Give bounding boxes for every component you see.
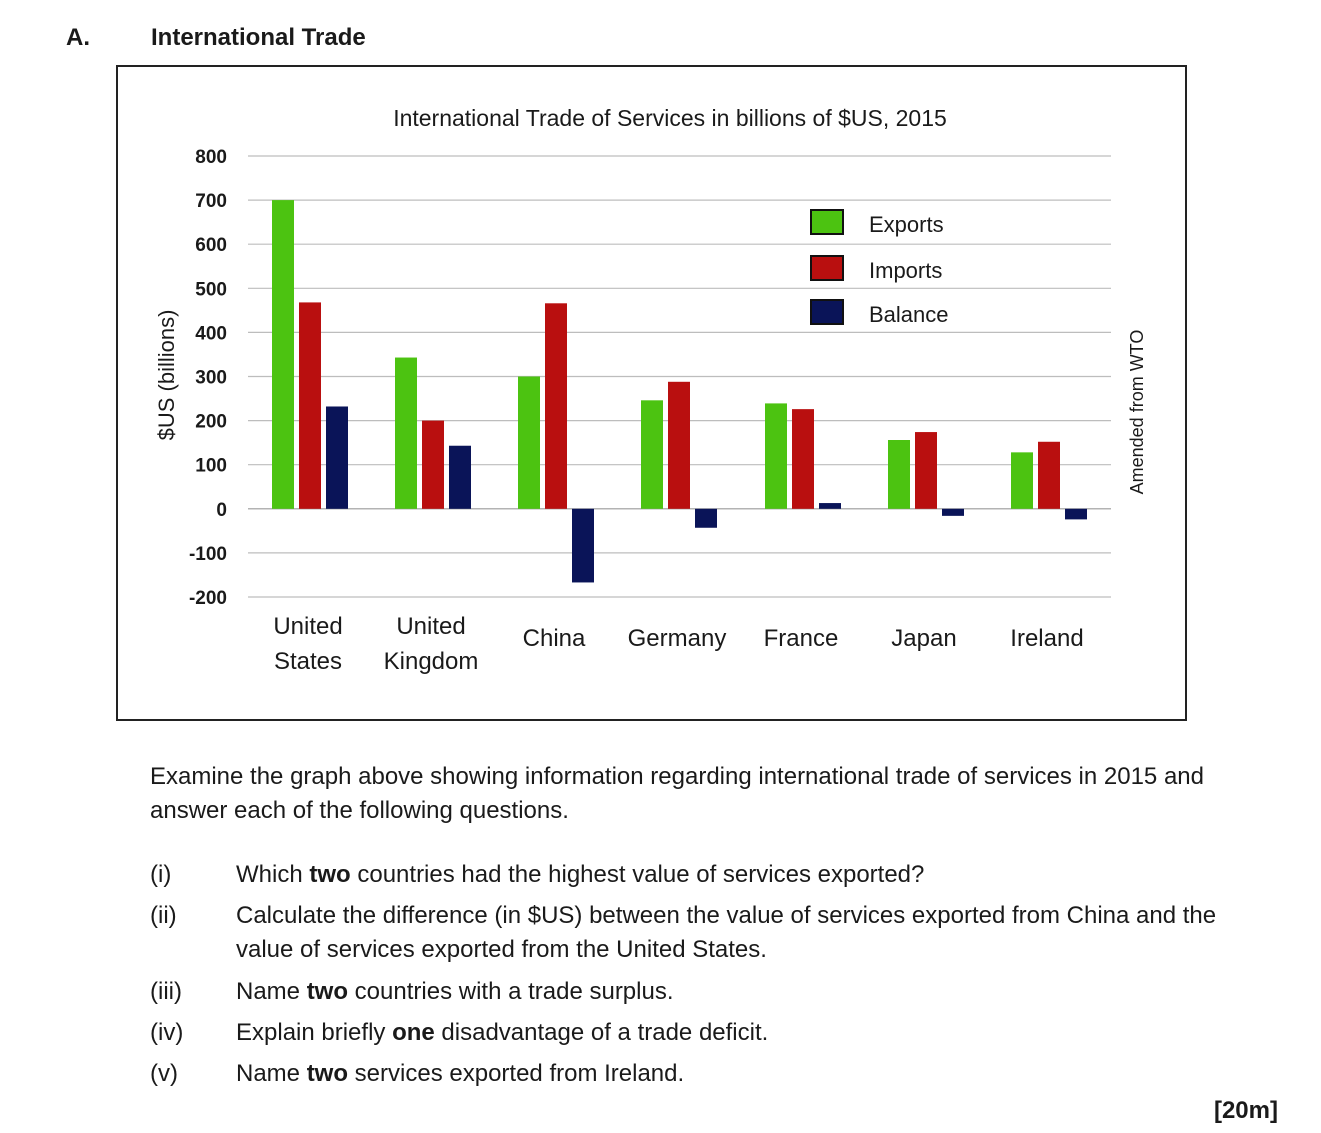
legend-swatch-balance <box>810 299 844 325</box>
chart-frame <box>116 65 1187 721</box>
bar-imports <box>1038 441 1060 509</box>
x-category-label-line: United <box>273 613 342 640</box>
question-emphasis: two <box>306 1060 349 1087</box>
bar-exports <box>272 200 294 509</box>
bar-imports <box>422 420 444 509</box>
question-emphasis: one <box>392 1019 435 1046</box>
y-tick-label: 200 <box>195 412 227 433</box>
y-axis-ticks: 800 700 600 500 400 300 200 100 0 -100 -200 <box>189 147 227 609</box>
y-tick-label: 800 <box>195 147 227 168</box>
x-axis-labels: United States United Kingdom China Germany Fra… <box>273 613 1083 675</box>
y-tick-label: 600 <box>195 235 227 256</box>
bar-balance <box>449 445 471 509</box>
chart-title: International Trade of Services in billi… <box>393 105 947 131</box>
bar-balance <box>572 508 594 583</box>
question-text: Calculate the difference (in $US) betwee… <box>236 902 1217 963</box>
bar-exports <box>888 440 910 509</box>
bar-exports <box>765 403 787 509</box>
legend-label-imports: Imports <box>869 258 942 283</box>
legend-swatch-imports <box>810 255 844 281</box>
gridlines <box>248 155 1111 598</box>
bar-exports <box>1011 452 1033 509</box>
y-tick-label: -100 <box>189 544 227 565</box>
x-category-label: United Kingdom <box>384 613 479 675</box>
question-number: (iii) <box>150 978 182 1005</box>
x-category-label: China <box>523 625 586 652</box>
intro-text: Examine the graph above showing informat… <box>150 763 1204 824</box>
y-tick-label: 400 <box>195 323 227 344</box>
x-category-label: Germany <box>628 625 727 652</box>
x-category-label-line: United <box>396 613 465 640</box>
y-tick-label: 100 <box>195 456 227 477</box>
x-category-label: France <box>764 625 839 652</box>
question-number: (i) <box>150 861 172 888</box>
bar-imports <box>792 409 814 509</box>
y-tick-label: 0 <box>216 500 227 521</box>
bar-balance <box>819 503 841 509</box>
section-title: International Trade <box>151 24 366 51</box>
question-number: (v) <box>150 1060 178 1087</box>
bar-balance <box>942 508 964 516</box>
question-emphasis: two <box>306 978 349 1005</box>
source-note: Amended from WTO <box>1127 330 1147 495</box>
question-text: Explain briefly one disadvantage of a tr… <box>236 1019 769 1046</box>
bar-balance <box>695 508 717 528</box>
bars <box>272 200 1087 583</box>
question-text: Which two countries had the highest valu… <box>236 861 925 888</box>
y-tick-label: 300 <box>195 368 227 389</box>
y-tick-label: -200 <box>189 588 227 609</box>
y-tick-label: 700 <box>195 191 227 212</box>
bar-imports <box>299 302 321 509</box>
question-text: Name two countries with a trade surplus. <box>236 978 674 1005</box>
question-emphasis: two <box>309 861 351 888</box>
question-number: (iv) <box>150 1019 184 1046</box>
bar-balance <box>326 406 348 509</box>
x-category-label: Japan <box>891 625 956 652</box>
question-text: Name two services exported from Ireland. <box>236 1060 685 1087</box>
bar-balance <box>1065 508 1087 520</box>
legend-label-balance: Balance <box>869 302 949 327</box>
bar-imports <box>545 303 567 509</box>
bar-imports <box>915 432 937 509</box>
section-letter: A. <box>66 24 90 51</box>
bar-exports <box>518 376 540 509</box>
bar-exports <box>395 357 417 509</box>
bar-imports <box>668 381 690 509</box>
question-number: (ii) <box>150 902 177 929</box>
x-category-label-line: States <box>274 648 342 675</box>
legend-swatch-exports <box>810 209 844 235</box>
y-tick-label: 500 <box>195 279 227 300</box>
y-axis-label: $US (billions) <box>154 310 179 441</box>
x-category-label: United States <box>273 613 342 675</box>
legend: Exports Imports Balance <box>810 209 949 327</box>
legend-label-exports: Exports <box>869 212 944 237</box>
x-category-label-line: Kingdom <box>384 648 479 675</box>
bar-chart: International Trade of Services in billi… <box>154 105 1147 675</box>
bar-exports <box>641 400 663 509</box>
x-category-label: Ireland <box>1010 625 1083 652</box>
marks-badge: [20m] <box>1213 1097 1278 1124</box>
